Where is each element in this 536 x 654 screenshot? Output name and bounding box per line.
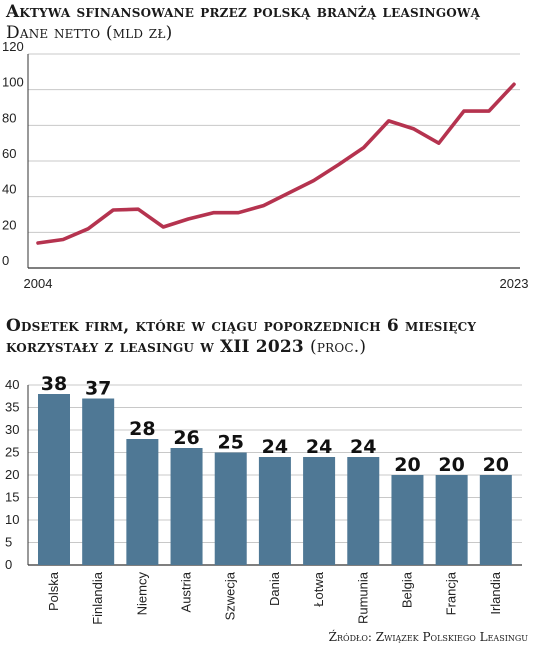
bar-chart: 0 5 10 15 20 25 30 35 40 38 Polska 37 Finlandia 28 Nie… bbox=[5, 373, 522, 625]
bar-value-label: 28 bbox=[129, 418, 155, 440]
bar-y-tick-label: 40 bbox=[5, 377, 19, 392]
line-y-tick-label: 100 bbox=[2, 75, 24, 90]
bar-category-label: Szwecja bbox=[223, 571, 238, 620]
bar-y-tick-label: 25 bbox=[5, 445, 19, 460]
bar bbox=[479, 475, 512, 565]
bar bbox=[435, 475, 468, 565]
line-y-tick-label: 40 bbox=[2, 182, 16, 197]
bar-y-tick-label: 10 bbox=[5, 512, 19, 527]
bar-y-tick-label: 0 bbox=[5, 557, 12, 572]
bar-category-label: Austria bbox=[179, 571, 194, 612]
bar-value-label: 24 bbox=[350, 436, 376, 458]
bar-value-label: 25 bbox=[218, 432, 244, 454]
bar bbox=[38, 394, 70, 565]
bar-category-label: Rumunia bbox=[355, 571, 370, 624]
bar-value-label: 38 bbox=[41, 373, 67, 395]
bar-category-label: Dania bbox=[267, 571, 282, 606]
bar-chart-title-main: Odsetek firm, które w ciągu poporzednich… bbox=[6, 316, 477, 357]
line-y-tick-label: 120 bbox=[2, 39, 24, 54]
bar-chart-subtitle: (proc.) bbox=[310, 337, 367, 357]
line-y-tick-label: 0 bbox=[2, 253, 9, 268]
line-x-tick-label-start: 2004 bbox=[24, 276, 53, 291]
bar bbox=[347, 457, 380, 565]
bar-category-label: Łotwa bbox=[311, 571, 326, 606]
line-chart-title-main: Aktywa sfinansowane przez polską branżą … bbox=[6, 2, 481, 22]
bar bbox=[214, 452, 247, 565]
bar-category-label: Irlandia bbox=[488, 571, 503, 614]
bar-category-label: Niemcy bbox=[134, 572, 149, 616]
bar-category-label: Belgia bbox=[399, 571, 414, 608]
bar bbox=[82, 398, 115, 565]
bar-category-label: Francja bbox=[444, 571, 459, 615]
bar-value-label: 20 bbox=[483, 454, 509, 476]
line-y-tick-label: 20 bbox=[2, 217, 16, 232]
line-y-tick-label: 60 bbox=[2, 146, 16, 161]
bar-value-label: 26 bbox=[173, 427, 199, 449]
line-y-tick-label: 80 bbox=[2, 110, 16, 125]
bar bbox=[126, 439, 159, 565]
bar bbox=[170, 448, 203, 565]
line-series bbox=[36, 82, 516, 245]
bar-category-label: Polska bbox=[46, 571, 61, 611]
bar-y-tick-label: 30 bbox=[5, 422, 19, 437]
bar-y-tick-label: 15 bbox=[5, 490, 19, 505]
line-chart-title: Aktywa sfinansowane przez polską branżą … bbox=[6, 2, 526, 44]
source-note: Źródło: Związek Polskiego Leasingu bbox=[328, 630, 528, 644]
bar-y-tick-label: 35 bbox=[5, 400, 19, 415]
bar-category-label: Finlandia bbox=[90, 571, 105, 625]
line-x-tick-label-end: 2023 bbox=[500, 276, 529, 291]
line-chart-subtitle: Dane netto (mld zł) bbox=[6, 23, 173, 43]
bar-value-label: 24 bbox=[306, 436, 332, 458]
bar-y-tick-label: 5 bbox=[5, 535, 12, 550]
bar-value-label: 20 bbox=[394, 454, 420, 476]
bar bbox=[391, 475, 424, 565]
bar-chart-title: Odsetek firm, które w ciągu poporzednich… bbox=[6, 316, 534, 358]
bar-value-label: 37 bbox=[85, 378, 111, 400]
bar-y-tick-label: 20 bbox=[5, 467, 19, 482]
bar-value-label: 24 bbox=[262, 436, 288, 458]
line-chart: 0 20 40 60 80 100 120 2004 2023 bbox=[2, 39, 529, 291]
bar bbox=[303, 457, 336, 565]
bar bbox=[258, 457, 291, 565]
bar-value-label: 20 bbox=[438, 454, 464, 476]
